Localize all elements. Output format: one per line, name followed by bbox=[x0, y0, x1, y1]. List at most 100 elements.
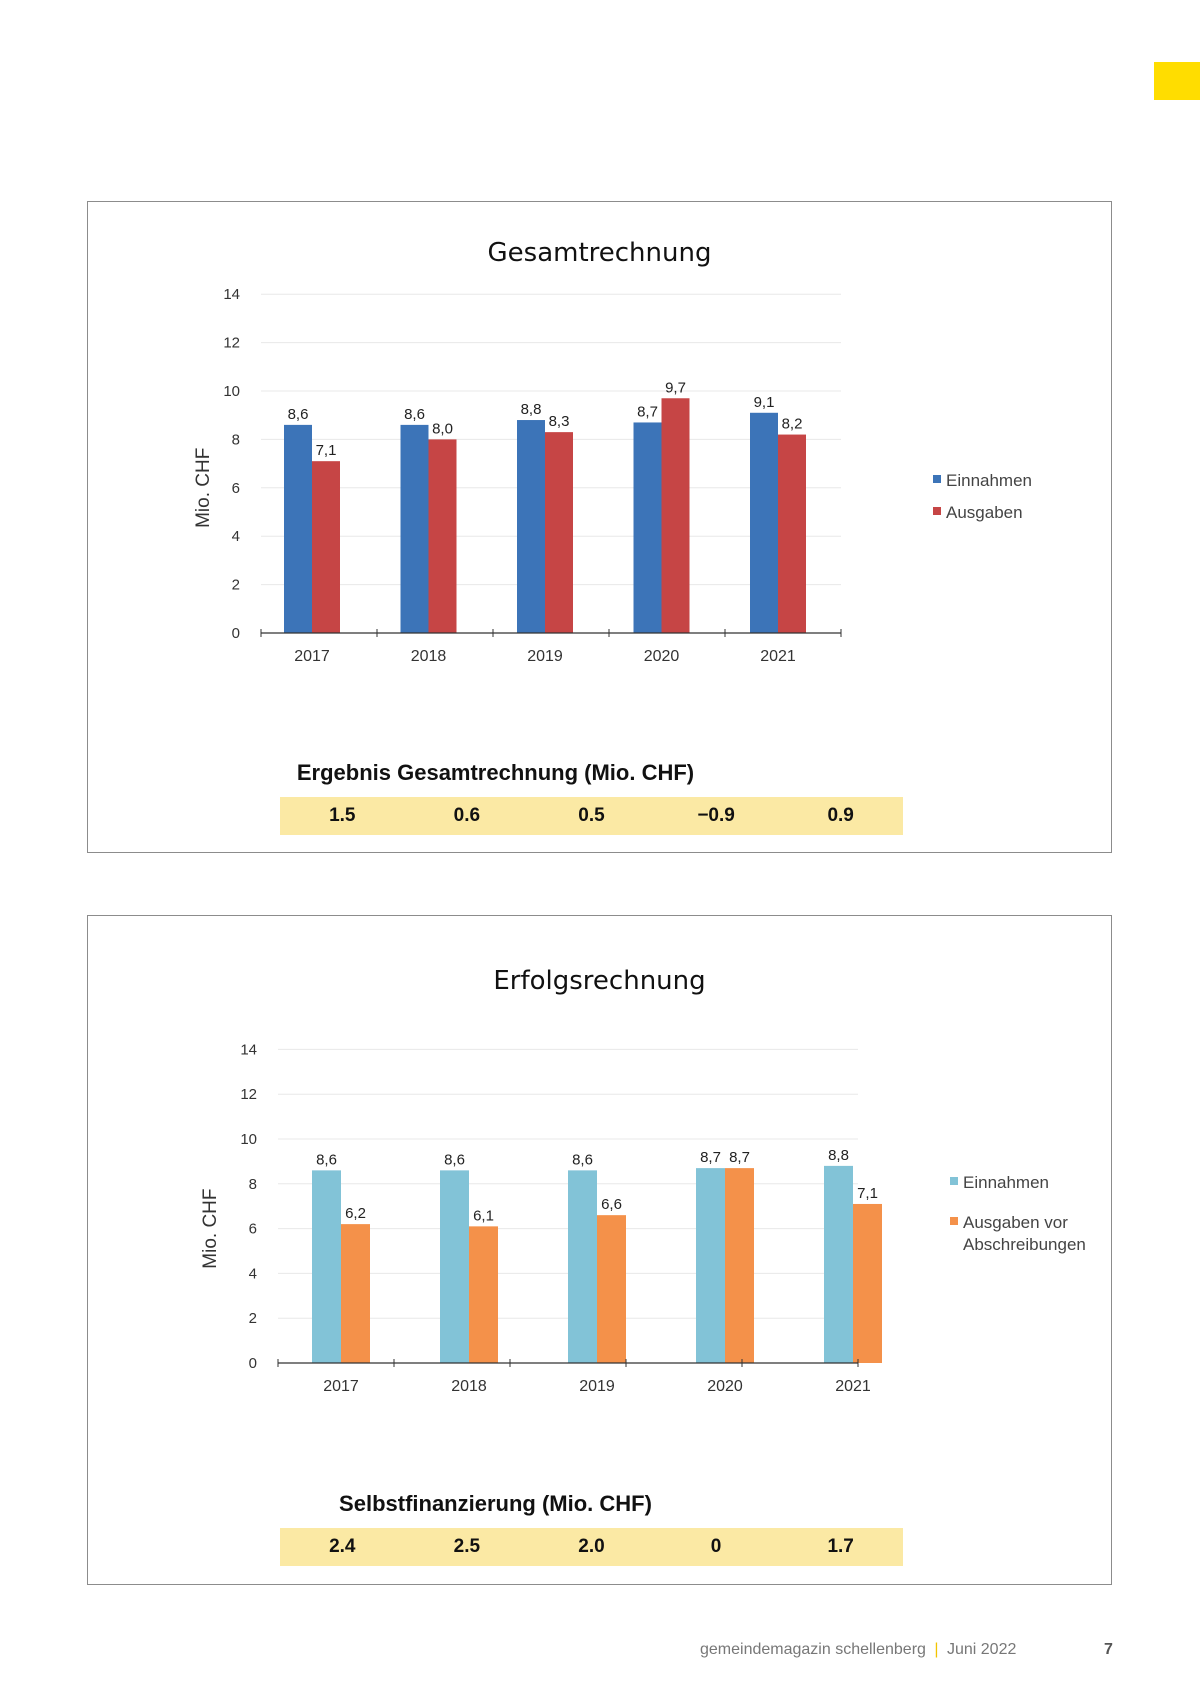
data-label: 8,7 bbox=[637, 403, 658, 420]
y-tick-label: 4 bbox=[249, 1265, 257, 1282]
gesamtrechnung-panel: Gesamtrechnung 0 2 4 6 8 10 12 14 Mio. CHF 8,6 7,1… bbox=[87, 201, 1112, 853]
bar-ausgaben bbox=[312, 461, 340, 633]
data-label: 8,0 bbox=[432, 420, 453, 437]
chart-legend: Einnahmen Ausgaben vor Abschreibungen bbox=[950, 1172, 1113, 1266]
data-label: 8,8 bbox=[828, 1147, 849, 1164]
bar-ausgaben bbox=[428, 439, 457, 633]
result-cell-2019: 2.0 bbox=[578, 1536, 605, 1557]
chart-title: Erfolgsrechnung bbox=[493, 966, 706, 996]
y-tick-label: 0 bbox=[249, 1355, 257, 1372]
data-label: 8,6 bbox=[444, 1151, 465, 1168]
data-label: 8,8 bbox=[521, 401, 542, 418]
x-tick-label: 2018 bbox=[411, 648, 447, 665]
data-label: 8,6 bbox=[288, 406, 309, 423]
bar-einnahmen bbox=[633, 422, 662, 633]
legend-swatch-ausgaben bbox=[933, 507, 941, 516]
x-tick-label: 2020 bbox=[644, 648, 680, 665]
bar-einnahmen bbox=[284, 424, 312, 633]
legend-label: Ausgaben bbox=[946, 503, 1023, 523]
data-label: 9,1 bbox=[754, 394, 775, 411]
gesamtrechnung-chart: 0 2 4 6 8 10 12 14 Mio. CHF 8,6 7,1 2017 8,6 8,0 2018 8… bbox=[193, 286, 842, 665]
legend-item-ausgaben: Ausgaben bbox=[933, 502, 1096, 524]
y-tick-label: 6 bbox=[249, 1221, 257, 1238]
footer-magazine: gemeindemagazin schellenberg bbox=[700, 1641, 926, 1658]
bar-ausgaben bbox=[853, 1203, 882, 1363]
data-label: 6,6 bbox=[601, 1196, 622, 1213]
bar-ausgaben bbox=[597, 1215, 626, 1363]
x-tick-label: 2017 bbox=[294, 648, 330, 665]
y-tick-label: 10 bbox=[223, 383, 240, 400]
legend-label: Einnahmen bbox=[946, 471, 1033, 490]
bar-einnahmen bbox=[312, 1170, 341, 1363]
bar-ausgaben bbox=[545, 432, 573, 633]
y-tick-label: 14 bbox=[223, 286, 240, 303]
y-tick-label: 2 bbox=[232, 577, 240, 594]
data-label: 8,6 bbox=[316, 1151, 337, 1168]
legend-item-ausgaben-vor-abschreibungen: Ausgaben vor Abschreibungen bbox=[950, 1212, 1113, 1256]
data-label: 8,3 bbox=[549, 413, 570, 430]
erfolgsrechnung-chart: 0 2 4 6 8 10 12 14 Mio. CHF 8,6 6,2 2017 8,6 6,1 2018 8… bbox=[200, 1041, 882, 1395]
y-tick-label: 12 bbox=[223, 335, 240, 352]
bar-ausgaben bbox=[725, 1168, 754, 1363]
data-label: 8,2 bbox=[782, 416, 803, 433]
legend-label: Einnahmen bbox=[963, 1173, 1050, 1192]
bar-einnahmen bbox=[517, 420, 545, 633]
result-cell-2021: 1.7 bbox=[827, 1536, 854, 1557]
bar-ausgaben bbox=[341, 1224, 370, 1363]
data-label: 8,6 bbox=[572, 1151, 593, 1168]
y-tick-label: 0 bbox=[232, 625, 240, 642]
bar-ausgaben bbox=[661, 398, 690, 633]
legend-item-einnahmen: Einnahmen bbox=[950, 1172, 1113, 1194]
result-cell-2017: 2.4 bbox=[329, 1536, 356, 1557]
result-row: 1.5 0.6 0.5 −0.9 0.9 bbox=[280, 797, 903, 835]
y-axis-label: Mio. CHF bbox=[193, 448, 214, 528]
erfolgsrechnung-panel: Erfolgsrechnung 0 2 4 6 8 10 12 14 Mio. CHF 8,6 6,… bbox=[87, 915, 1112, 1585]
legend-swatch-einnahmen bbox=[933, 475, 941, 483]
x-tick-label: 2019 bbox=[579, 1378, 615, 1395]
y-tick-label: 8 bbox=[249, 1176, 257, 1193]
y-tick-label: 12 bbox=[240, 1086, 257, 1103]
y-tick-label: 2 bbox=[249, 1310, 257, 1327]
legend-item-einnahmen: Einnahmen bbox=[933, 470, 1096, 492]
legend-swatch-ausgaben bbox=[950, 1217, 958, 1226]
x-tick-label: 2019 bbox=[527, 648, 563, 665]
bar-ausgaben bbox=[778, 434, 806, 633]
x-tick-label: 2017 bbox=[323, 1378, 359, 1395]
result-cell-2018: 2.5 bbox=[453, 1536, 481, 1557]
yellow-corner-tab bbox=[1154, 62, 1200, 100]
result-cell-2019: 0.5 bbox=[578, 805, 605, 826]
result-cell-2020: 0 bbox=[710, 1536, 722, 1557]
y-tick-label: 8 bbox=[232, 431, 240, 448]
y-tick-label: 10 bbox=[240, 1131, 257, 1148]
data-label: 6,1 bbox=[473, 1207, 494, 1224]
data-label: 7,1 bbox=[316, 442, 337, 459]
footer-separator: | bbox=[934, 1641, 939, 1658]
chart-legend: Einnahmen Ausgaben bbox=[933, 470, 1096, 534]
data-label: 7,1 bbox=[857, 1185, 878, 1202]
page-number: 7 bbox=[1104, 1641, 1113, 1658]
result-cell-2020: −0.9 bbox=[697, 805, 735, 826]
result-title: Ergebnis Gesamtrechnung (Mio. CHF) bbox=[296, 760, 695, 785]
legend-label: Ausgaben vor Abschreibungen bbox=[963, 1213, 1086, 1255]
bar-ausgaben bbox=[469, 1226, 498, 1363]
bar-einnahmen bbox=[696, 1168, 725, 1363]
data-label: 9,7 bbox=[665, 379, 686, 396]
y-tick-label: 14 bbox=[240, 1041, 257, 1058]
result-row: 2.4 2.5 2.0 0 1.7 bbox=[280, 1528, 903, 1566]
x-tick-label: 2018 bbox=[451, 1378, 487, 1395]
bar-einnahmen bbox=[440, 1170, 469, 1363]
bar-einnahmen bbox=[568, 1170, 597, 1363]
x-tick-label: 2021 bbox=[835, 1378, 871, 1395]
y-axis-label: Mio. CHF bbox=[200, 1188, 221, 1268]
legend-swatch-einnahmen bbox=[950, 1177, 958, 1185]
x-tick-label: 2021 bbox=[760, 648, 796, 665]
result-cell-2017: 1.5 bbox=[329, 805, 356, 826]
footer-issue: Juni 2022 bbox=[946, 1641, 1017, 1658]
result-cell-2018: 0.6 bbox=[453, 805, 481, 826]
y-tick-label: 6 bbox=[232, 480, 240, 497]
bar-einnahmen bbox=[400, 424, 429, 633]
data-label: 8,6 bbox=[404, 406, 425, 423]
bar-einnahmen bbox=[824, 1165, 853, 1363]
y-tick-label: 4 bbox=[232, 528, 240, 545]
x-tick-label: 2020 bbox=[707, 1378, 743, 1395]
